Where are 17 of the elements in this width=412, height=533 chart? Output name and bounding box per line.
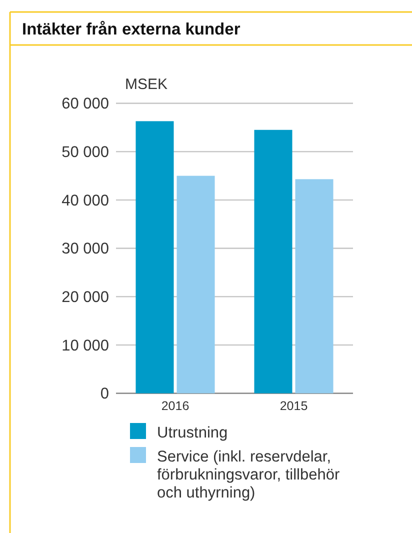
bar (136, 121, 174, 394)
y-tick-label: 40 000 (62, 192, 110, 210)
y-tick-label: 60 000 (62, 96, 110, 113)
y-tick-label: 10 000 (62, 337, 110, 354)
y-tick-label: 50 000 (62, 144, 110, 162)
y-tick-label: 0 (100, 386, 110, 403)
x-tick-label: 2015 (280, 399, 308, 413)
x-tick-label: 2016 (161, 399, 190, 413)
legend-label: Utrustning (157, 424, 228, 442)
chart-title: Intäkter från externa kunder (22, 20, 241, 38)
legend-label: Service (inkl. reservdelar, förbrukningsvaror, tillbehör och uthyrning) (157, 448, 340, 502)
bar (254, 130, 292, 394)
y-tick-label: 30 000 (62, 240, 110, 258)
bar (176, 176, 215, 394)
bar (295, 179, 334, 394)
y-tick-label: 20 000 (62, 289, 110, 306)
y-axis-title: MSEK (125, 76, 168, 93)
